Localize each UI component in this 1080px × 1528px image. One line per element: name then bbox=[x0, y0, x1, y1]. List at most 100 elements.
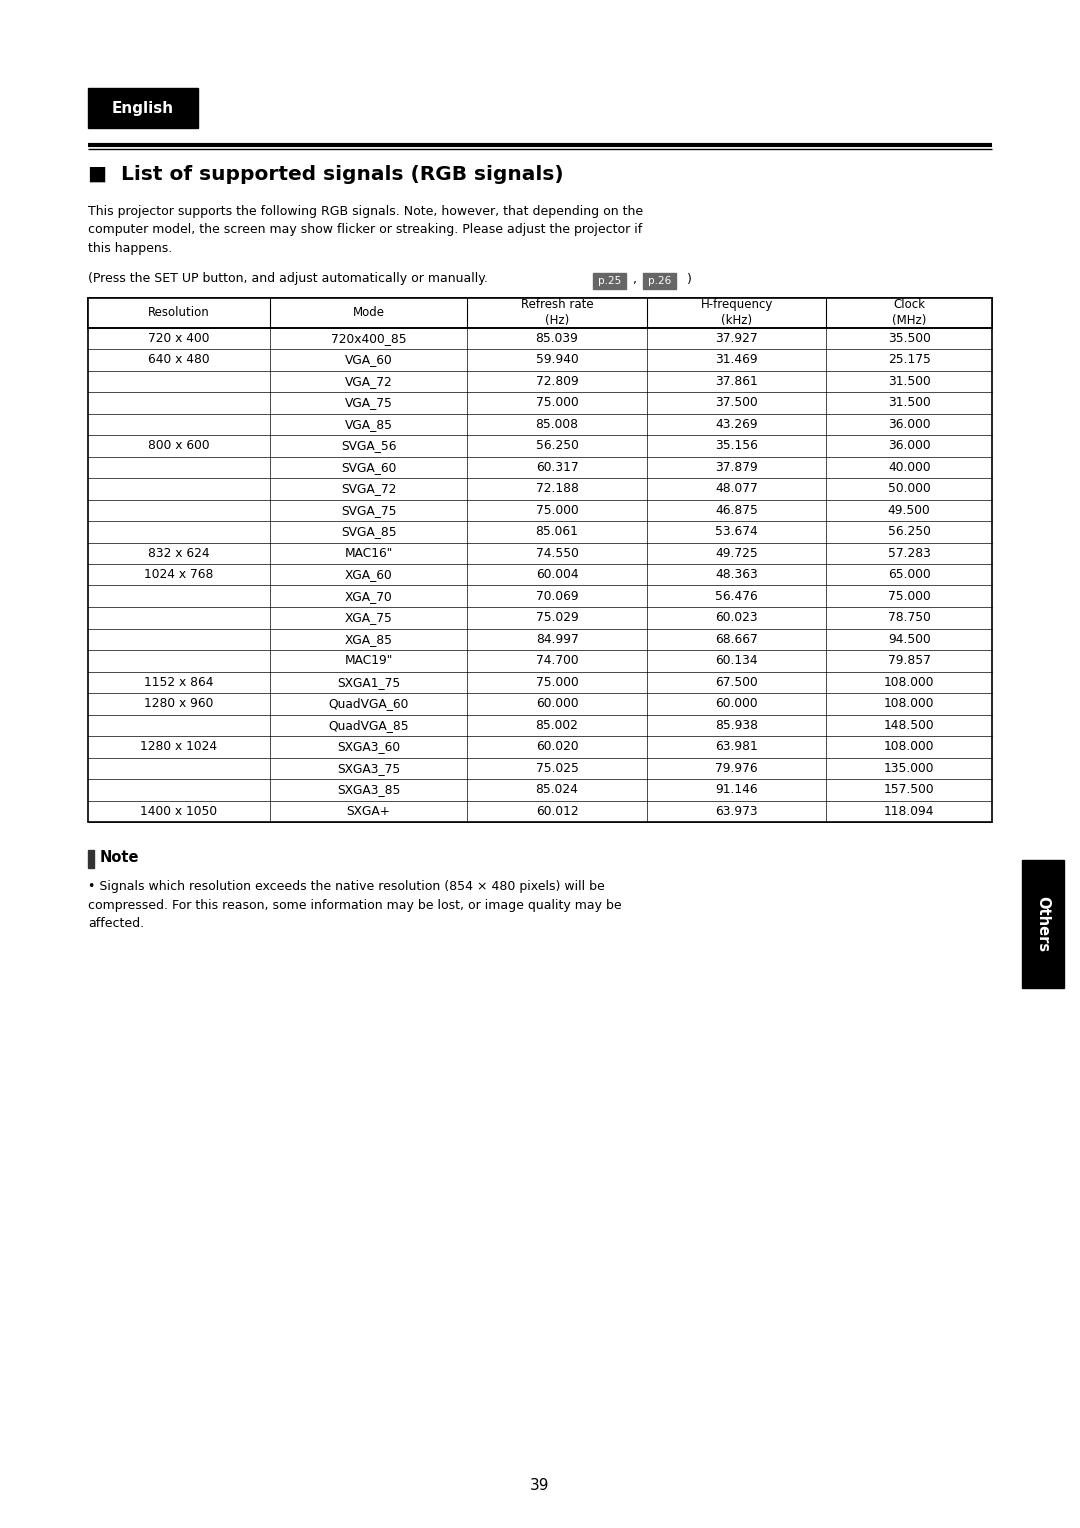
Text: 720 x 400: 720 x 400 bbox=[148, 332, 210, 345]
Bar bbox=[593, 274, 626, 289]
Text: SXGA3_60: SXGA3_60 bbox=[337, 740, 401, 753]
Text: 135.000: 135.000 bbox=[885, 762, 934, 775]
Text: 60.000: 60.000 bbox=[715, 697, 758, 711]
Text: 72.809: 72.809 bbox=[536, 374, 579, 388]
Text: 37.861: 37.861 bbox=[715, 374, 758, 388]
Text: Note: Note bbox=[100, 850, 139, 865]
Text: (Press the SET UP button, and adjust automatically or manually.: (Press the SET UP button, and adjust aut… bbox=[87, 272, 488, 286]
Text: XGA_85: XGA_85 bbox=[345, 633, 393, 646]
Text: 43.269: 43.269 bbox=[715, 417, 758, 431]
Text: SXGA+: SXGA+ bbox=[347, 805, 391, 817]
Text: 40.000: 40.000 bbox=[888, 461, 931, 474]
Text: 36.000: 36.000 bbox=[888, 417, 931, 431]
Text: 1152 x 864: 1152 x 864 bbox=[145, 675, 214, 689]
Text: 118.094: 118.094 bbox=[885, 805, 934, 817]
Text: 53.674: 53.674 bbox=[715, 526, 758, 538]
Text: 56.476: 56.476 bbox=[715, 590, 758, 602]
Text: 78.750: 78.750 bbox=[888, 611, 931, 625]
Text: English: English bbox=[112, 101, 174, 116]
Text: 48.363: 48.363 bbox=[715, 568, 758, 581]
Text: ■  List of supported signals (RGB signals): ■ List of supported signals (RGB signals… bbox=[87, 165, 564, 183]
Text: 39: 39 bbox=[530, 1478, 550, 1493]
Text: VGA_72: VGA_72 bbox=[345, 374, 392, 388]
Text: 37.500: 37.500 bbox=[715, 396, 758, 410]
Text: 68.667: 68.667 bbox=[715, 633, 758, 646]
Text: 56.250: 56.250 bbox=[536, 439, 579, 452]
Text: VGA_85: VGA_85 bbox=[345, 417, 393, 431]
Text: 75.000: 75.000 bbox=[536, 396, 579, 410]
Text: 60.317: 60.317 bbox=[536, 461, 578, 474]
Text: p.26: p.26 bbox=[648, 275, 671, 286]
Text: 72.188: 72.188 bbox=[536, 483, 579, 495]
Text: 84.997: 84.997 bbox=[536, 633, 579, 646]
Text: 25.175: 25.175 bbox=[888, 353, 931, 367]
Text: 36.000: 36.000 bbox=[888, 439, 931, 452]
Text: XGA_70: XGA_70 bbox=[345, 590, 392, 602]
Text: 63.973: 63.973 bbox=[715, 805, 758, 817]
Text: 31.500: 31.500 bbox=[888, 396, 931, 410]
Text: QuadVGA_60: QuadVGA_60 bbox=[328, 697, 408, 711]
Text: 35.156: 35.156 bbox=[715, 439, 758, 452]
Text: 148.500: 148.500 bbox=[883, 718, 934, 732]
Text: 57.283: 57.283 bbox=[888, 547, 931, 559]
Text: • Signals which resolution exceeds the native resolution (854 × 480 pixels) will: • Signals which resolution exceeds the n… bbox=[87, 880, 622, 931]
Text: QuadVGA_85: QuadVGA_85 bbox=[328, 718, 409, 732]
Text: 85.938: 85.938 bbox=[715, 718, 758, 732]
Text: 48.077: 48.077 bbox=[715, 483, 758, 495]
Bar bbox=[87, 89, 198, 128]
Bar bbox=[87, 298, 993, 822]
Text: Others: Others bbox=[1036, 895, 1051, 952]
Text: SXGA1_75: SXGA1_75 bbox=[337, 675, 401, 689]
Text: 59.940: 59.940 bbox=[536, 353, 579, 367]
Text: 50.000: 50.000 bbox=[888, 483, 931, 495]
Text: 1400 x 1050: 1400 x 1050 bbox=[140, 805, 217, 817]
Text: 800 x 600: 800 x 600 bbox=[148, 439, 210, 452]
Text: 37.927: 37.927 bbox=[715, 332, 758, 345]
Text: Mode: Mode bbox=[352, 306, 384, 319]
Text: XGA_60: XGA_60 bbox=[345, 568, 392, 581]
Text: 65.000: 65.000 bbox=[888, 568, 931, 581]
Text: 79.976: 79.976 bbox=[715, 762, 758, 775]
Text: VGA_75: VGA_75 bbox=[345, 396, 392, 410]
Text: 31.500: 31.500 bbox=[888, 374, 931, 388]
Text: 31.469: 31.469 bbox=[715, 353, 758, 367]
Text: Resolution: Resolution bbox=[148, 306, 210, 319]
Text: 60.004: 60.004 bbox=[536, 568, 578, 581]
Text: XGA_75: XGA_75 bbox=[345, 611, 392, 625]
Text: 46.875: 46.875 bbox=[715, 504, 758, 516]
Text: 75.000: 75.000 bbox=[536, 504, 579, 516]
Text: 85.008: 85.008 bbox=[536, 417, 579, 431]
Text: Clock
(MHz): Clock (MHz) bbox=[892, 298, 927, 327]
Text: 91.146: 91.146 bbox=[715, 784, 758, 796]
Text: 49.725: 49.725 bbox=[715, 547, 758, 559]
Bar bbox=[87, 850, 94, 868]
Text: MAC16": MAC16" bbox=[345, 547, 393, 559]
Text: 640 x 480: 640 x 480 bbox=[148, 353, 210, 367]
Text: SVGA_60: SVGA_60 bbox=[341, 461, 396, 474]
Text: 85.039: 85.039 bbox=[536, 332, 579, 345]
Text: ): ) bbox=[683, 274, 692, 286]
Text: 108.000: 108.000 bbox=[885, 675, 934, 689]
Text: p.25: p.25 bbox=[598, 275, 621, 286]
Text: 75.000: 75.000 bbox=[888, 590, 931, 602]
Text: MAC19": MAC19" bbox=[345, 654, 393, 668]
Text: 74.700: 74.700 bbox=[536, 654, 578, 668]
Text: 1280 x 1024: 1280 x 1024 bbox=[140, 740, 217, 753]
Text: 70.069: 70.069 bbox=[536, 590, 578, 602]
Text: SVGA_72: SVGA_72 bbox=[341, 483, 396, 495]
Text: 720x400_85: 720x400_85 bbox=[330, 332, 406, 345]
Text: H-frequency
(kHz): H-frequency (kHz) bbox=[701, 298, 773, 327]
Text: 79.857: 79.857 bbox=[888, 654, 931, 668]
Text: 85.024: 85.024 bbox=[536, 784, 579, 796]
Bar bbox=[643, 274, 676, 289]
Text: SXGA3_75: SXGA3_75 bbox=[337, 762, 401, 775]
Text: 75.029: 75.029 bbox=[536, 611, 579, 625]
Text: 63.981: 63.981 bbox=[715, 740, 758, 753]
Text: SXGA3_85: SXGA3_85 bbox=[337, 784, 401, 796]
Text: 85.002: 85.002 bbox=[536, 718, 579, 732]
Text: ,: , bbox=[633, 274, 637, 286]
Text: 60.012: 60.012 bbox=[536, 805, 578, 817]
Text: 832 x 624: 832 x 624 bbox=[148, 547, 210, 559]
Text: 85.061: 85.061 bbox=[536, 526, 579, 538]
Text: SVGA_85: SVGA_85 bbox=[341, 526, 396, 538]
